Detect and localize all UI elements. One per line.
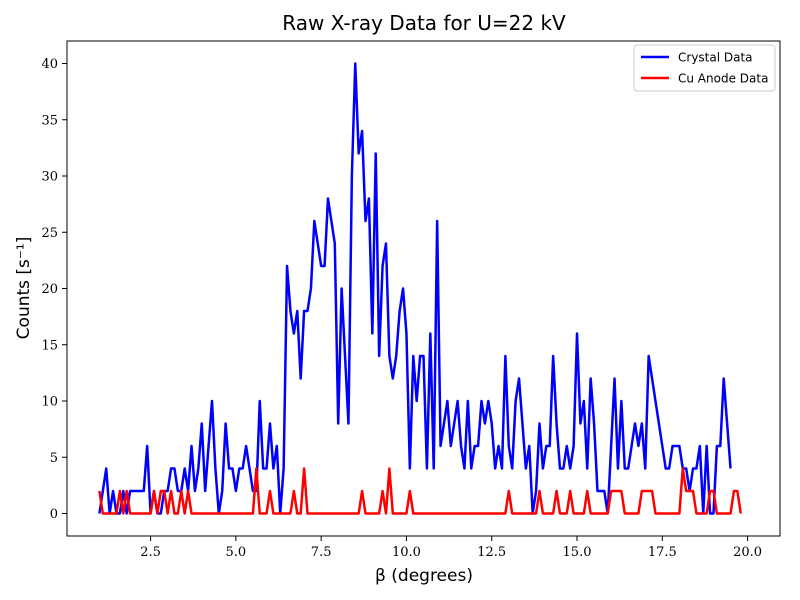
x-tick-label: 7.5 [311, 545, 332, 560]
y-tick-label: 15 [41, 338, 58, 353]
y-axis-label: Counts [s⁻¹] [14, 237, 34, 340]
y-tick-label: 10 [41, 395, 58, 410]
y-tick-label: 20 [41, 282, 58, 297]
x-tick-label: 5.0 [226, 545, 247, 560]
y-tick-label: 30 [41, 170, 58, 185]
y-axis: 0 5 10 15 20 25 30 35 40 [41, 57, 67, 522]
legend: Crystal Data Cu Anode Data [633, 44, 776, 92]
legend-label: Crystal Data [678, 51, 753, 65]
x-tick-label: 10.0 [392, 545, 421, 560]
series-line-1 [98, 467, 743, 515]
x-tick-label: 20.0 [733, 545, 762, 560]
chart-title: Raw X-ray Data for U=22 kV [282, 11, 566, 35]
x-tick-label: 2.5 [140, 545, 161, 560]
x-tick-label: 15.0 [563, 545, 592, 560]
x-axis: 2.5 5.0 7.5 10.0 12.5 15.0 17.5 20.0 [140, 536, 762, 560]
y-tick-label: 5 [50, 451, 58, 466]
plot-area [98, 62, 743, 515]
y-tick-label: 0 [50, 507, 58, 522]
legend-label: Cu Anode Data [678, 72, 768, 86]
y-tick-label: 40 [41, 57, 58, 72]
x-axis-label: β (degrees) [375, 566, 473, 586]
x-tick-label: 12.5 [477, 545, 506, 560]
legend-box [633, 44, 776, 92]
series-line-0 [98, 62, 732, 515]
x-tick-label: 17.5 [648, 545, 677, 560]
y-tick-label: 25 [41, 226, 58, 241]
y-tick-label: 35 [41, 113, 58, 128]
